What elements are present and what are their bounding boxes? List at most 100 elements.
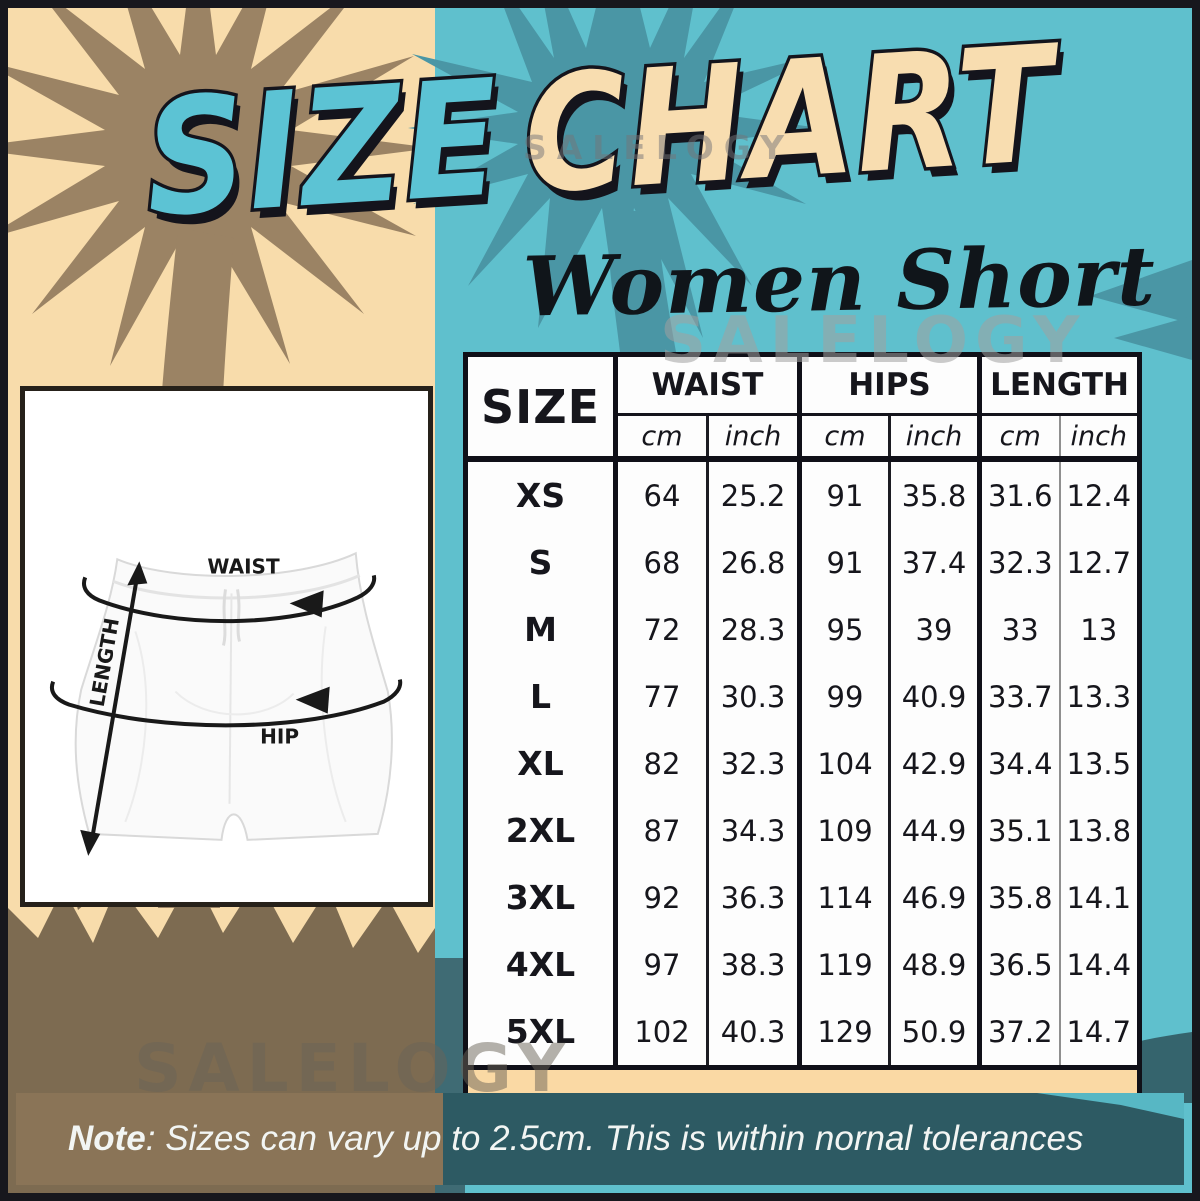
value-cell: 35.1 xyxy=(977,797,1060,864)
size-cell: 3XL xyxy=(505,878,576,917)
value-cell: 33.7 xyxy=(977,663,1060,730)
table-row: 2XL 87 34.3 109 44.9 35.1 13.8 xyxy=(466,797,1140,864)
shorts-shape xyxy=(74,551,393,841)
value-cell: 68 xyxy=(613,529,708,596)
hip-label: HIP xyxy=(260,725,299,749)
value-cell: 34.4 xyxy=(977,730,1060,797)
value-cell: 37.4 xyxy=(888,529,980,596)
value-cell: 72 xyxy=(613,596,708,663)
table-group-header-row: SIZE WAIST HIPS LENGTH xyxy=(465,354,1140,462)
value-cell: 42.9 xyxy=(888,730,980,797)
waist-label: WAIST xyxy=(207,554,280,578)
value-cell: 13.3 xyxy=(1058,663,1140,730)
value-cell: 44.9 xyxy=(888,797,980,864)
value-cell: 34.3 xyxy=(706,797,800,864)
light-teal-accent xyxy=(1037,1093,1184,1119)
value-cell: 50.9 xyxy=(888,998,980,1068)
value-cell: 14.1 xyxy=(1058,864,1140,931)
size-cell: 2XL xyxy=(505,811,576,850)
value-cell: 13.8 xyxy=(1058,797,1140,864)
table-units-row: cm inch cm inch cm inch xyxy=(466,414,1140,462)
value-cell: 77 xyxy=(613,663,708,730)
waistband-line xyxy=(112,573,361,600)
note-background-left xyxy=(16,1093,443,1185)
table-row: 4XL 97 38.3 119 48.9 36.5 14.4 xyxy=(466,931,1140,998)
size-cell: XS xyxy=(515,476,566,515)
value-cell: 33 xyxy=(977,596,1060,663)
value-cell: 129 xyxy=(797,998,890,1068)
hips-group-header: HIPS xyxy=(797,354,980,416)
value-cell: 40.9 xyxy=(888,663,980,730)
unit-header-cm: cm xyxy=(977,414,1060,462)
value-cell: 25.2 xyxy=(706,459,800,529)
value-cell: 87 xyxy=(613,797,708,864)
value-cell: 104 xyxy=(797,730,890,797)
value-cell: 91 xyxy=(797,459,890,529)
waist-arrow xyxy=(82,574,377,624)
size-cell: 5XL xyxy=(505,1012,576,1051)
value-cell: 35.8 xyxy=(977,864,1060,931)
length-arrowhead-icon xyxy=(127,561,148,586)
length-group-header: LENGTH xyxy=(977,354,1140,416)
value-cell: 30.3 xyxy=(706,663,800,730)
size-table: SIZE WAIST HIPS LENGTH cm inch cm inch c… xyxy=(463,352,1142,1105)
size-cell: 4XL xyxy=(505,945,576,984)
value-cell: 82 xyxy=(613,730,708,797)
watermark: SALELOGY xyxy=(660,304,1087,378)
value-cell: 36.3 xyxy=(706,864,800,931)
value-cell: 97 xyxy=(613,931,708,998)
hip-arrow xyxy=(49,679,403,728)
value-cell: 119 xyxy=(797,931,890,998)
table-row: S 68 26.8 91 37.4 32.3 12.7 xyxy=(466,529,1140,596)
value-cell: 114 xyxy=(797,864,890,931)
note-body: : Sizes can vary up to 2.5cm. This is wi… xyxy=(145,1119,1084,1158)
waist-arrowhead-icon xyxy=(289,590,324,618)
value-cell: 37.2 xyxy=(977,998,1060,1068)
table-row: XS 64 25.2 91 35.8 31.6 12.4 xyxy=(466,459,1140,529)
table-row: 5XL 102 40.3 129 50.9 37.2 14.7 xyxy=(466,998,1140,1068)
center-seam xyxy=(228,593,233,804)
unit-header-cm: cm xyxy=(613,414,708,462)
title-word-size: SIZE xyxy=(137,41,509,256)
value-cell: 48.9 xyxy=(888,931,980,998)
length-arrow xyxy=(89,575,140,845)
value-cell: 32.3 xyxy=(977,529,1060,596)
value-cell: 32.3 xyxy=(706,730,800,797)
palm-frond-icon xyxy=(1090,260,1192,324)
value-cell: 40.3 xyxy=(706,998,800,1068)
value-cell: 102 xyxy=(613,998,708,1068)
length-arrowhead-icon xyxy=(80,829,101,856)
fabric-crease xyxy=(124,626,347,823)
watermark: SALELOGY xyxy=(134,1030,573,1107)
table-row: L 77 30.3 99 40.9 33.7 13.3 xyxy=(466,663,1140,730)
value-cell: 31.6 xyxy=(977,459,1060,529)
palm-frond-icon xyxy=(1114,316,1192,360)
size-cell: L xyxy=(529,677,552,716)
value-cell: 99 xyxy=(797,663,890,730)
value-cell: 39 xyxy=(888,596,980,663)
size-table-body: XS 64 25.2 91 35.8 31.6 12.4 S 68 26.8 91 37.4 32.3 1… xyxy=(466,459,1140,1068)
table-row: M 72 28.3 95 39 33 13 xyxy=(466,596,1140,663)
palm-silhouette-icon xyxy=(408,8,824,338)
note-strip-accent xyxy=(1037,1093,1184,1119)
title-word-chart: CHART xyxy=(515,8,1063,233)
value-cell: 14.4 xyxy=(1058,931,1140,998)
unit-header-cm: cm xyxy=(797,414,890,462)
size-cell: M xyxy=(524,610,557,649)
shorts-diagram-svg: WAIST HIP LENGTH xyxy=(49,551,403,856)
value-cell: 13 xyxy=(1058,596,1140,663)
value-cell: 14.7 xyxy=(1058,998,1140,1068)
note-background-right xyxy=(443,1093,1184,1185)
value-cell: 91 xyxy=(797,529,890,596)
value-cell: 95 xyxy=(797,596,890,663)
palm-silhouette-icon xyxy=(8,8,433,383)
table-row: XL 82 32.3 104 42.9 34.4 13.5 xyxy=(466,730,1140,797)
value-cell: 26.8 xyxy=(706,529,800,596)
inner-canvas: SIZECHART Women Short WAIST HIP xyxy=(8,8,1192,1193)
value-cell: 46.9 xyxy=(888,864,980,931)
value-cell: 38.3 xyxy=(706,931,800,998)
size-cell: S xyxy=(528,543,553,582)
value-cell: 36.5 xyxy=(977,931,1060,998)
watermark: SALELOGY xyxy=(523,128,795,167)
